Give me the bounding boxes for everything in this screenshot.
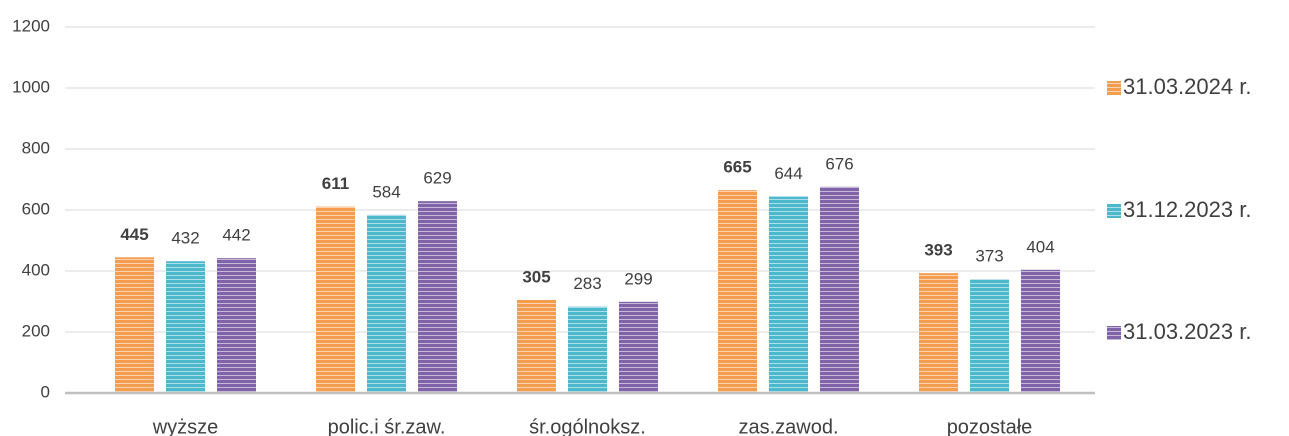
bar — [367, 214, 406, 393]
legend-swatch — [1107, 326, 1121, 340]
data-label: 629 — [423, 169, 451, 188]
bar — [316, 206, 355, 393]
bar — [418, 201, 457, 393]
data-label: 393 — [924, 241, 952, 260]
data-label: 432 — [171, 229, 199, 248]
bar — [166, 261, 205, 393]
legend-label: 31.03.2024 r. — [1123, 74, 1251, 99]
legend-swatch — [1107, 81, 1121, 95]
data-label: 676 — [825, 154, 853, 173]
bar — [115, 257, 154, 393]
bar — [820, 186, 859, 393]
bar — [919, 273, 958, 393]
data-label: 644 — [774, 164, 802, 183]
legend-label: 31.12.2023 r. — [1123, 197, 1251, 222]
x-tick-label: zas.zawod. — [738, 416, 838, 436]
bar — [1021, 269, 1060, 393]
bar — [619, 301, 658, 393]
y-tick-label: 600 — [22, 199, 50, 218]
data-label: 665 — [723, 158, 751, 177]
data-label: 283 — [573, 274, 601, 293]
y-tick-label: 400 — [22, 260, 50, 279]
data-label: 445 — [120, 225, 148, 244]
y-tick-label: 1200 — [12, 16, 50, 35]
data-label: 373 — [975, 247, 1003, 266]
data-label: 584 — [372, 182, 400, 201]
x-tick-label: wyższe — [152, 416, 219, 436]
data-label: 299 — [624, 269, 652, 288]
legend-label: 31.03.2023 r. — [1123, 319, 1251, 344]
data-label: 442 — [222, 226, 250, 245]
data-label: 611 — [322, 174, 349, 193]
y-tick-label: 800 — [22, 138, 50, 157]
bar — [217, 258, 256, 393]
x-tick-label: polic.i śr.zaw. — [328, 416, 446, 436]
y-tick-label: 0 — [41, 382, 50, 401]
bar — [970, 279, 1009, 393]
data-label: 404 — [1026, 237, 1054, 256]
bar — [568, 306, 607, 393]
bar — [517, 299, 556, 393]
legend-swatch — [1107, 204, 1121, 218]
bar — [769, 196, 808, 393]
x-tick-label: śr.ogólnoksz. — [529, 416, 646, 436]
x-tick-label: pozostałe — [947, 416, 1033, 436]
y-tick-label: 1000 — [12, 77, 50, 96]
bar — [718, 190, 757, 393]
y-tick-label: 200 — [22, 321, 50, 340]
data-label: 305 — [522, 267, 550, 286]
